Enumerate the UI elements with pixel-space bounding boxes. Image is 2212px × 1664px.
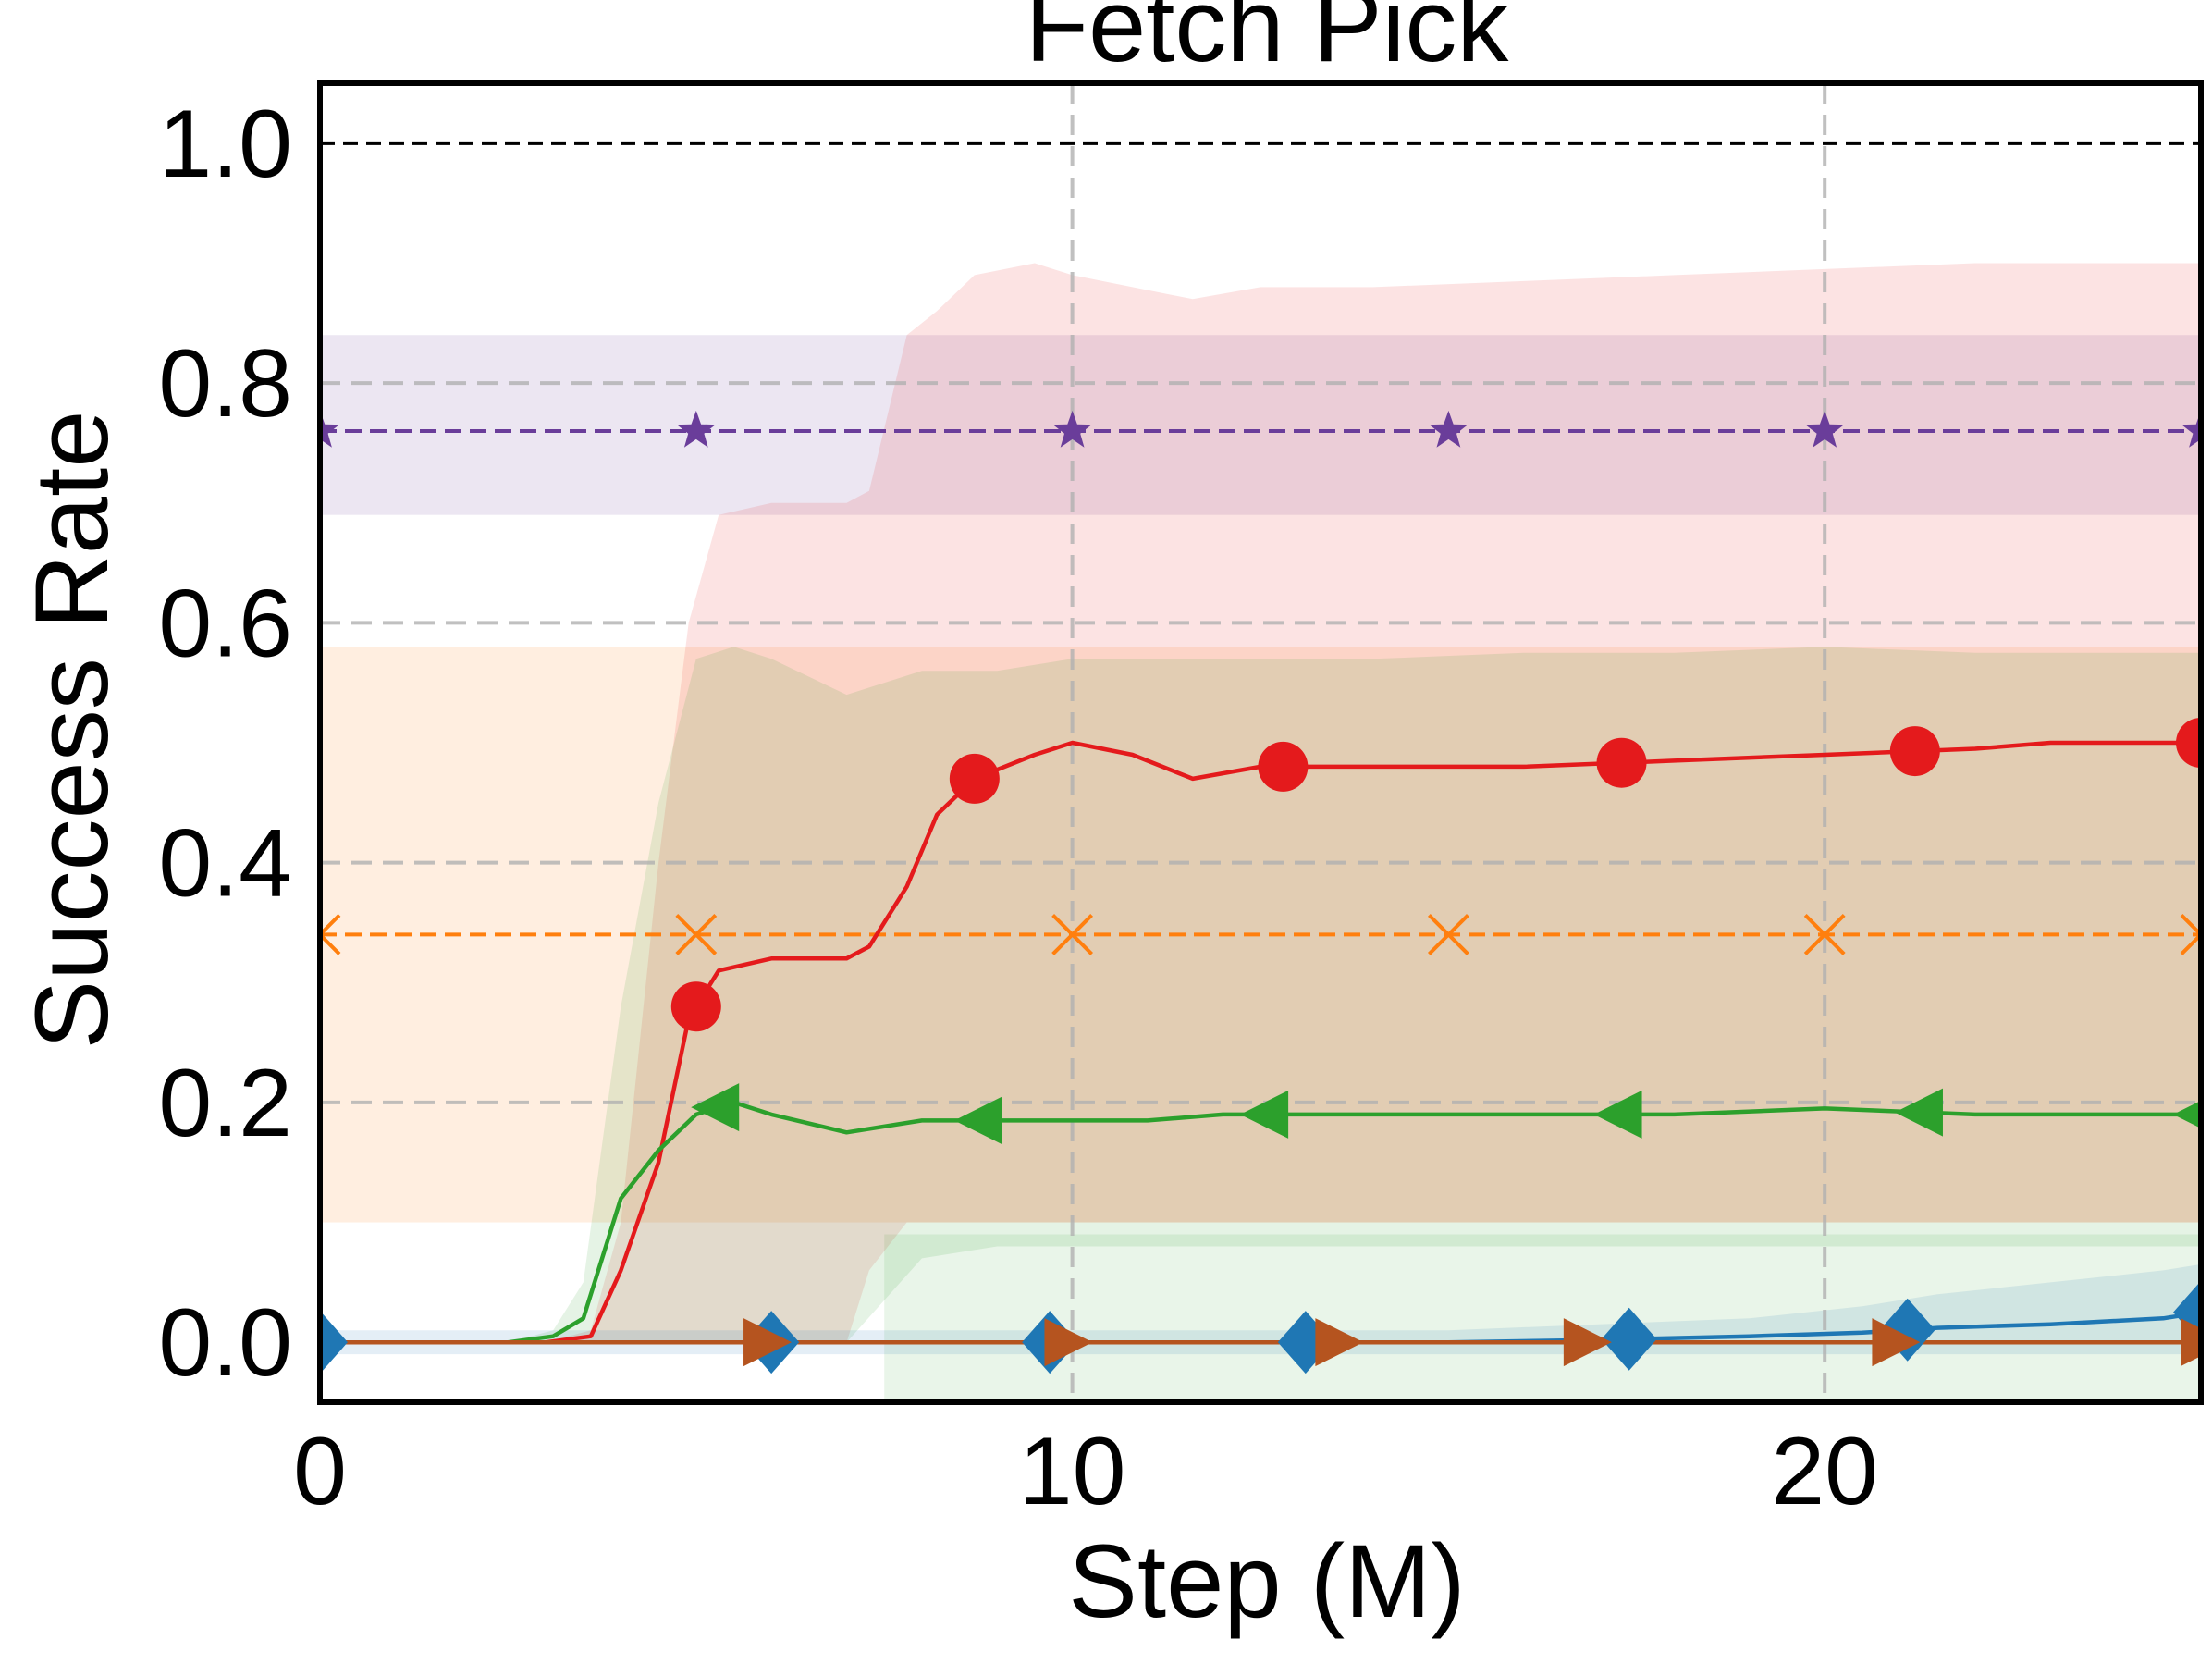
data-point <box>2173 1100 2201 1128</box>
data-point <box>1563 1318 1612 1367</box>
y-tick-label: 0.8 <box>158 330 292 438</box>
data-point <box>1872 1318 1921 1367</box>
data-point <box>670 981 721 1032</box>
y-axis-label: Success Rate <box>14 411 129 1050</box>
data-point <box>1894 1088 1943 1137</box>
data-point <box>320 914 341 955</box>
data-point <box>1258 741 1309 792</box>
data-point <box>1601 1307 1657 1371</box>
data-point <box>2181 410 2201 448</box>
series-band <box>320 647 2201 1343</box>
series-line <box>320 740 2201 1345</box>
series-band <box>320 1263 2201 1355</box>
chart-title: Fetch Pick <box>1026 0 1510 83</box>
data-point <box>1240 1090 1289 1139</box>
data-point <box>1593 1090 1642 1139</box>
plot-area <box>320 83 2201 1402</box>
y-tick-label: 0.0 <box>158 1289 292 1397</box>
background-band <box>884 1234 2201 1402</box>
data-point <box>949 753 1000 804</box>
data-point <box>691 1083 740 1132</box>
data-point <box>1805 410 1845 448</box>
data-point <box>2181 1318 2201 1367</box>
data-point <box>1051 914 1094 955</box>
y-tick-label: 0.4 <box>158 810 292 918</box>
data-point <box>743 1318 793 1367</box>
data-point <box>1427 914 1469 955</box>
y-tick-label: 0.6 <box>158 570 292 677</box>
data-point <box>1052 410 1092 448</box>
series-band <box>320 263 2201 1343</box>
data-point <box>1596 737 1647 788</box>
data-point <box>2180 914 2201 955</box>
data-point <box>1044 1318 1093 1367</box>
data-point <box>1889 726 1940 777</box>
data-point <box>320 1311 348 1374</box>
x-tick-label: 20 <box>1771 1418 1878 1525</box>
data-point <box>1429 410 1469 448</box>
data-point <box>320 410 339 448</box>
data-point <box>1803 914 1846 955</box>
data-point <box>1315 1318 1364 1367</box>
data-point <box>675 914 718 955</box>
y-tick-label: 0.2 <box>158 1050 292 1157</box>
x-axis-label: Step (M) <box>1068 1523 1465 1639</box>
data-point <box>953 1096 1002 1145</box>
x-tick-label: 10 <box>1019 1418 1126 1525</box>
data-point <box>2176 718 2201 768</box>
x-tick-label: 0 <box>293 1418 347 1525</box>
plot-frame <box>317 80 2204 1405</box>
y-tick-label: 1.0 <box>158 91 292 198</box>
series-band <box>320 335 2201 515</box>
data-point <box>676 410 716 448</box>
